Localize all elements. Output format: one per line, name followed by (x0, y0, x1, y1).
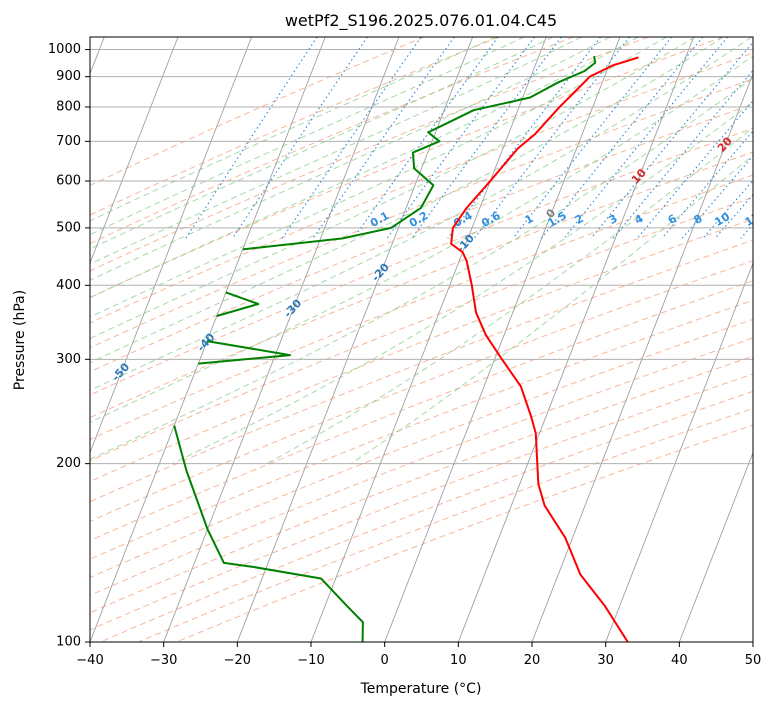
dry-adiabat-line (90, 103, 753, 373)
x-tick-label: −30 (150, 653, 177, 668)
isotherm-line (90, 37, 179, 265)
dry-adiabat-line (100, 390, 753, 642)
dry-adiabat-line (90, 280, 753, 542)
mixing-ratio-line (612, 69, 753, 239)
moist-adiabat-line (90, 37, 496, 222)
chart-title: wetPf2_S196.2025.076.01.04.C45 (285, 11, 557, 31)
x-tick-label: 50 (745, 653, 762, 668)
y-tick-label: 900 (56, 69, 81, 84)
mixing-ratio-lines (185, 37, 753, 239)
dry-adiabat-line (90, 337, 753, 596)
dry-adiabat-line (90, 127, 753, 396)
dry-adiabat-line (90, 260, 753, 522)
moist-adiabat-line (90, 37, 582, 265)
x-axis: −40 −30 −20 −10 0 10 20 30 40 50 (76, 642, 761, 668)
x-tick-label: −40 (76, 653, 103, 668)
dry-adiabat-line (90, 318, 753, 579)
mixing-ratio-line (352, 37, 499, 239)
moist-adiabat-line (90, 77, 753, 460)
moist-adiabat-line (90, 37, 667, 318)
dry-adiabat-line (90, 239, 753, 503)
isotherm-line (384, 37, 621, 642)
dry-adiabat-line (90, 174, 753, 441)
y-tick-label: 600 (56, 173, 81, 188)
y-tick-label: 400 (56, 278, 81, 293)
plot-frame (89, 36, 754, 643)
dewpoint-3-line (198, 340, 291, 365)
mixing-ratio-line (386, 37, 536, 239)
moist-adiabat-line (90, 37, 525, 236)
dewpoint-line (242, 55, 597, 251)
x-tick-label: −10 (297, 653, 324, 668)
mixing-ratio-line (661, 130, 753, 239)
y-axis: 100 200 300 400 500 600 700 800 900 1000 (48, 42, 90, 650)
y-axis-title: Pressure (hPa) (12, 290, 28, 390)
moist-adiabat-line (90, 55, 753, 423)
isotherms (90, 37, 753, 642)
moist-adiabat-line (90, 37, 639, 299)
pressure-gridlines (90, 49, 753, 642)
y-tick-label: 800 (56, 99, 81, 114)
dry-adiabat-line (90, 37, 649, 272)
x-tick-label: 0 (381, 653, 389, 668)
dewpoint-4-line (173, 425, 364, 642)
isotherm-line (90, 37, 326, 642)
isotherm-line (236, 37, 474, 642)
y-tick-label: 300 (56, 352, 81, 367)
isotherm-line (457, 37, 695, 642)
dry-adiabat-line (90, 151, 753, 419)
mixing-ratio-line (281, 37, 422, 239)
dry-adiabat-line (138, 407, 753, 642)
plot-area: -100-90-80-70-60-50-40-30-20-100.10.20.4… (90, 37, 763, 642)
mixing-ratio-line (590, 41, 753, 239)
dry-adiabat-line (90, 196, 753, 462)
x-tick-label: 30 (597, 653, 614, 668)
dewpoint-2-line (216, 291, 260, 317)
isotherm-line (531, 72, 753, 642)
mixing-ratio-line (447, 37, 602, 239)
profile-lines (173, 55, 639, 642)
y-tick-label: 700 (56, 134, 81, 149)
dry-adiabat-line (90, 37, 425, 187)
mixing-ratio-line (312, 37, 455, 239)
dry-adiabat-line (90, 355, 753, 614)
x-axis-title: Temperature (°C) (360, 681, 482, 697)
mixing-ratio-line (473, 37, 630, 239)
mixing-ratio-line (231, 37, 368, 239)
x-tick-label: 40 (671, 653, 688, 668)
dry-adiabat-line (90, 299, 753, 560)
x-tick-label: −20 (224, 653, 251, 668)
moist-adiabat-line (90, 37, 554, 250)
mixing-ratio-line (563, 37, 729, 239)
isotherm-line (605, 261, 753, 642)
moist-adiabat-line (90, 37, 752, 391)
x-tick-label: 10 (450, 653, 467, 668)
dry-adiabat-line (90, 373, 753, 631)
isotherm-line (90, 37, 253, 454)
moist-adiabat-line (266, 126, 753, 465)
dry-adiabat-line (90, 37, 500, 216)
moist-adiabat-line (171, 101, 753, 465)
isotherm-line (310, 37, 547, 642)
moist-adiabat-line (90, 37, 696, 339)
temperature-line (450, 56, 639, 642)
y-tick-label: 100 (56, 635, 81, 650)
isotherm-line (163, 37, 400, 642)
isotherm-line (678, 451, 753, 642)
y-tick-label: 200 (56, 456, 81, 471)
y-tick-label: 500 (56, 220, 81, 235)
mixing-ratio-label: 13 (743, 210, 763, 229)
dry-adiabat-line (90, 37, 724, 298)
dry-adiabat-line (90, 78, 753, 349)
x-tick-label: 20 (524, 653, 541, 668)
y-tick-label: 1000 (48, 42, 81, 57)
moist-adiabat-line (90, 37, 611, 281)
